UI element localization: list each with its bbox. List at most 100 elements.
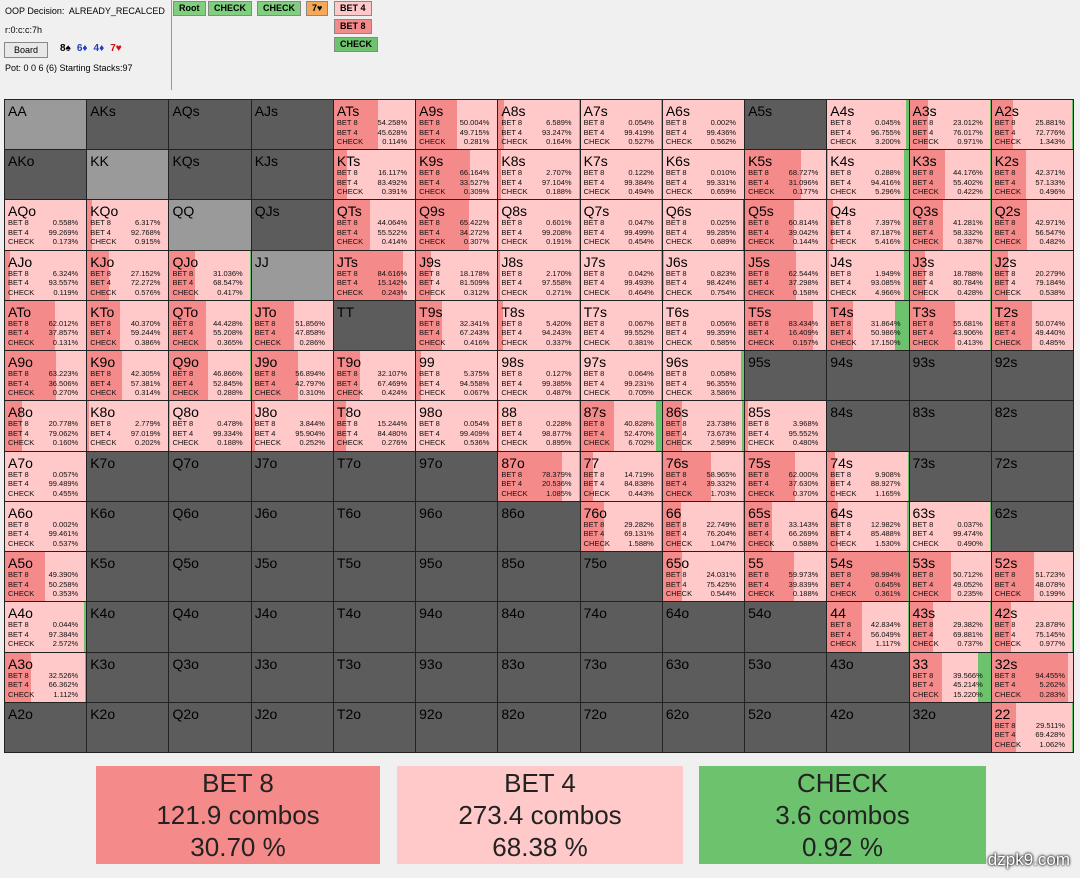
hand-cell[interactable]: 43o <box>827 652 910 703</box>
hand-cell[interactable]: K3o <box>87 652 170 703</box>
hand-cell[interactable]: J7o <box>251 451 334 502</box>
hand-cell[interactable]: JTo BET 8 51.856% BET 4 47.858% CHECK 0.286% <box>251 300 334 352</box>
hand-cell[interactable]: JTs BET 8 84.616% BET 4 15.142% CHECK 0.243% <box>333 250 417 301</box>
hand-cell[interactable]: 87o BET 8 78.379% BET 4 20.536% CHECK 1.085% <box>498 451 581 502</box>
hand-cell[interactable]: K4o <box>87 602 170 653</box>
option-button[interactable]: BET 4 <box>334 1 372 16</box>
hand-cell[interactable]: 54s BET 8 98.994% BET 4 0.645% CHECK 0.361% <box>827 552 910 603</box>
hand-cell[interactable]: Q5s BET 8 60.814% BET 4 39.042% CHECK 0.144% <box>745 200 828 251</box>
hand-cell[interactable]: 76o BET 8 29.282% BET 4 69.131% CHECK 1.588% <box>580 501 663 553</box>
hand-cell[interactable]: J3s BET 8 18.788% BET 4 80.784% CHECK 0.428% <box>909 250 992 301</box>
hand-cell[interactable]: J2s BET 8 20.279% BET 4 79.184% CHECK 0.538% <box>991 250 1074 301</box>
hand-cell[interactable]: K5s BET 8 68.727% BET 4 31.096% CHECK 0.177% <box>745 150 828 201</box>
hand-cell[interactable]: 86s BET 8 23.738% BET 4 73.673% CHECK 2.589% <box>662 401 746 452</box>
hand-cell[interactable]: QQ <box>169 200 252 251</box>
hand-cell[interactable]: T8s BET 8 5.420% BET 4 94.243% CHECK 0.337% <box>498 300 581 352</box>
hand-cell[interactable]: KJo BET 8 27.152% BET 4 72.272% CHECK 0.576% <box>87 250 170 301</box>
hand-cell[interactable]: 83s <box>909 401 992 452</box>
hand-cell[interactable]: 96o <box>416 501 499 553</box>
hand-cell[interactable]: 62s <box>991 501 1074 553</box>
hand-cell[interactable]: A8s BET 8 6.589% BET 4 93.247% CHECK 0.164% <box>498 100 581 151</box>
hand-cell[interactable]: AKs <box>87 100 170 151</box>
nav-button[interactable]: 7♥ <box>306 1 329 16</box>
hand-cell[interactable]: 52s BET 8 51.723% BET 4 48.078% CHECK 0.199% <box>991 552 1074 603</box>
hand-cell[interactable]: J7s BET 8 0.042% BET 4 99.493% CHECK 0.464% <box>580 250 663 301</box>
hand-cell[interactable]: Q8o BET 8 0.478% BET 4 99.334% CHECK 0.188% <box>169 401 252 452</box>
hand-cell[interactable]: K7s BET 8 0.122% BET 4 99.384% CHECK 0.494% <box>580 150 663 201</box>
nav-button[interactable]: Root <box>173 1 206 16</box>
hand-cell[interactable]: AJs <box>251 100 334 151</box>
hand-cell[interactable]: Q9o BET 8 46.866% BET 4 52.845% CHECK 0.288% <box>169 351 252 402</box>
hand-cell[interactable]: 75o <box>580 552 663 603</box>
hand-cell[interactable]: J5o <box>251 552 334 603</box>
hand-cell[interactable]: A2o <box>5 702 88 753</box>
hand-cell[interactable]: 95o <box>416 552 499 603</box>
hand-cell[interactable]: Q8s BET 8 0.601% BET 4 99.208% CHECK 0.191% <box>498 200 581 251</box>
hand-cell[interactable]: K4s BET 8 0.288% BET 4 94.416% CHECK 5.296% <box>827 150 910 201</box>
hand-cell[interactable]: T3s BET 8 55.681% BET 4 43.906% CHECK 0.413% <box>909 300 992 352</box>
option-button[interactable]: CHECK <box>334 37 379 52</box>
hand-cell[interactable]: 64s BET 8 12.982% BET 4 85.488% CHECK 1.530% <box>827 501 910 553</box>
hand-cell[interactable]: Q7s BET 8 0.047% BET 4 99.499% CHECK 0.454% <box>580 200 663 251</box>
hand-cell[interactable]: K6o <box>87 501 170 553</box>
hand-cell[interactable]: J3o <box>251 652 334 703</box>
hand-cell[interactable]: A4o BET 8 0.044% BET 4 97.384% CHECK 2.572% <box>5 602 88 653</box>
hand-cell[interactable]: 94o <box>416 602 499 653</box>
hand-cell[interactable]: T3o <box>333 652 417 703</box>
hand-cell[interactable]: T2s BET 8 50.074% BET 4 49.440% CHECK 0.485% <box>991 300 1074 352</box>
hand-cell[interactable]: 99 BET 8 5.375% BET 4 94.558% CHECK 0.067% <box>416 351 499 402</box>
hand-cell[interactable]: A6o BET 8 0.002% BET 4 99.461% CHECK 0.537% <box>5 501 88 553</box>
hand-cell[interactable]: T5o <box>333 552 417 603</box>
hand-cell[interactable]: Q7o <box>169 451 252 502</box>
hand-cell[interactable]: A7s BET 8 0.054% BET 4 99.419% CHECK 0.527% <box>580 100 663 151</box>
hand-cell[interactable]: T4o <box>333 602 417 653</box>
hand-cell[interactable]: A7o BET 8 0.057% BET 4 99.489% CHECK 0.455% <box>5 451 88 502</box>
hand-cell[interactable]: T6s BET 8 0.056% BET 4 99.359% CHECK 0.585% <box>662 300 746 352</box>
hand-cell[interactable]: 55 BET 8 59.973% BET 4 39.839% CHECK 0.188% <box>745 552 828 603</box>
hand-cell[interactable]: 87s BET 8 40.828% BET 4 52.470% CHECK 6.702% <box>580 401 663 452</box>
hand-cell[interactable]: 32s BET 8 94.455% BET 4 5.262% CHECK 0.283% <box>991 652 1074 703</box>
hand-cell[interactable]: Q4o <box>169 602 252 653</box>
hand-cell[interactable]: 33 BET 8 39.566% BET 4 45.214% CHECK 15.220% <box>909 652 992 703</box>
nav-button[interactable]: CHECK <box>257 1 302 16</box>
hand-cell[interactable]: K9o BET 8 42.305% BET 4 57.381% CHECK 0.314% <box>87 351 170 402</box>
hand-cell[interactable]: 63o <box>662 652 746 703</box>
hand-cell[interactable]: K7o <box>87 451 170 502</box>
hand-cell[interactable]: QJo BET 8 31.036% BET 4 68.547% CHECK 0.417% <box>169 250 252 301</box>
hand-cell[interactable]: A9o BET 8 63.223% BET 4 36.506% CHECK 0.270% <box>5 351 88 402</box>
hand-cell[interactable]: J2o <box>251 702 334 753</box>
hand-cell[interactable]: K6s BET 8 0.010% BET 4 99.331% CHECK 0.659% <box>662 150 746 201</box>
hand-cell[interactable]: 97o <box>416 451 499 502</box>
hand-cell[interactable]: Q5o <box>169 552 252 603</box>
hand-cell[interactable]: 93s <box>909 351 992 402</box>
hand-cell[interactable]: AKo <box>5 150 88 201</box>
hand-cell[interactable]: 75s BET 8 62.000% BET 4 37.630% CHECK 0.370% <box>745 451 828 502</box>
hand-cell[interactable]: 74s BET 8 9.908% BET 4 88.927% CHECK 1.165% <box>827 451 910 502</box>
hand-cell[interactable]: 54o <box>745 602 828 653</box>
hand-cell[interactable]: 84o <box>498 602 581 653</box>
hand-cell[interactable]: K2s BET 8 42.371% BET 4 57.133% CHECK 0.496% <box>991 150 1074 201</box>
hand-cell[interactable]: J8s BET 8 2.170% BET 4 97.558% CHECK 0.271% <box>498 250 581 301</box>
hand-cell[interactable]: 53o <box>745 652 828 703</box>
hand-cell[interactable]: Q3o <box>169 652 252 703</box>
hand-cell[interactable]: KJs <box>251 150 334 201</box>
hand-cell[interactable]: 42s BET 8 23.878% BET 4 75.145% CHECK 0.977% <box>991 602 1074 653</box>
hand-cell[interactable]: TT <box>333 300 417 352</box>
hand-cell[interactable]: 62o <box>662 702 746 753</box>
hand-cell[interactable]: KK <box>87 150 170 201</box>
hand-cell[interactable]: ATs BET 8 54.258% BET 4 45.628% CHECK 0.114% <box>333 100 417 151</box>
hand-cell[interactable]: T7o <box>333 451 417 502</box>
hand-cell[interactable]: T6o <box>333 501 417 553</box>
hand-cell[interactable]: A5s <box>745 100 828 151</box>
hand-cell[interactable]: 65s BET 8 33.143% BET 4 66.269% CHECK 0.588% <box>745 501 828 553</box>
hand-cell[interactable]: T9s BET 8 32.341% BET 4 67.243% CHECK 0.416% <box>416 300 499 352</box>
hand-cell[interactable]: 93o <box>416 652 499 703</box>
hand-cell[interactable]: KTo BET 8 40.370% BET 4 59.244% CHECK 0.386% <box>87 300 170 352</box>
hand-cell[interactable]: Q4s BET 8 7.397% BET 4 87.187% CHECK 5.416% <box>827 200 910 251</box>
hand-cell[interactable]: Q3s BET 8 41.281% BET 4 58.332% CHECK 0.387% <box>909 200 992 251</box>
hand-cell[interactable]: A3s BET 8 23.012% BET 4 76.017% CHECK 0.971% <box>909 100 992 151</box>
hand-cell[interactable]: 72s <box>991 451 1074 502</box>
hand-cell[interactable]: K2o <box>87 702 170 753</box>
hand-cell[interactable]: J6o <box>251 501 334 553</box>
hand-cell[interactable]: QTo BET 8 44.428% BET 4 55.208% CHECK 0.365% <box>169 300 252 352</box>
